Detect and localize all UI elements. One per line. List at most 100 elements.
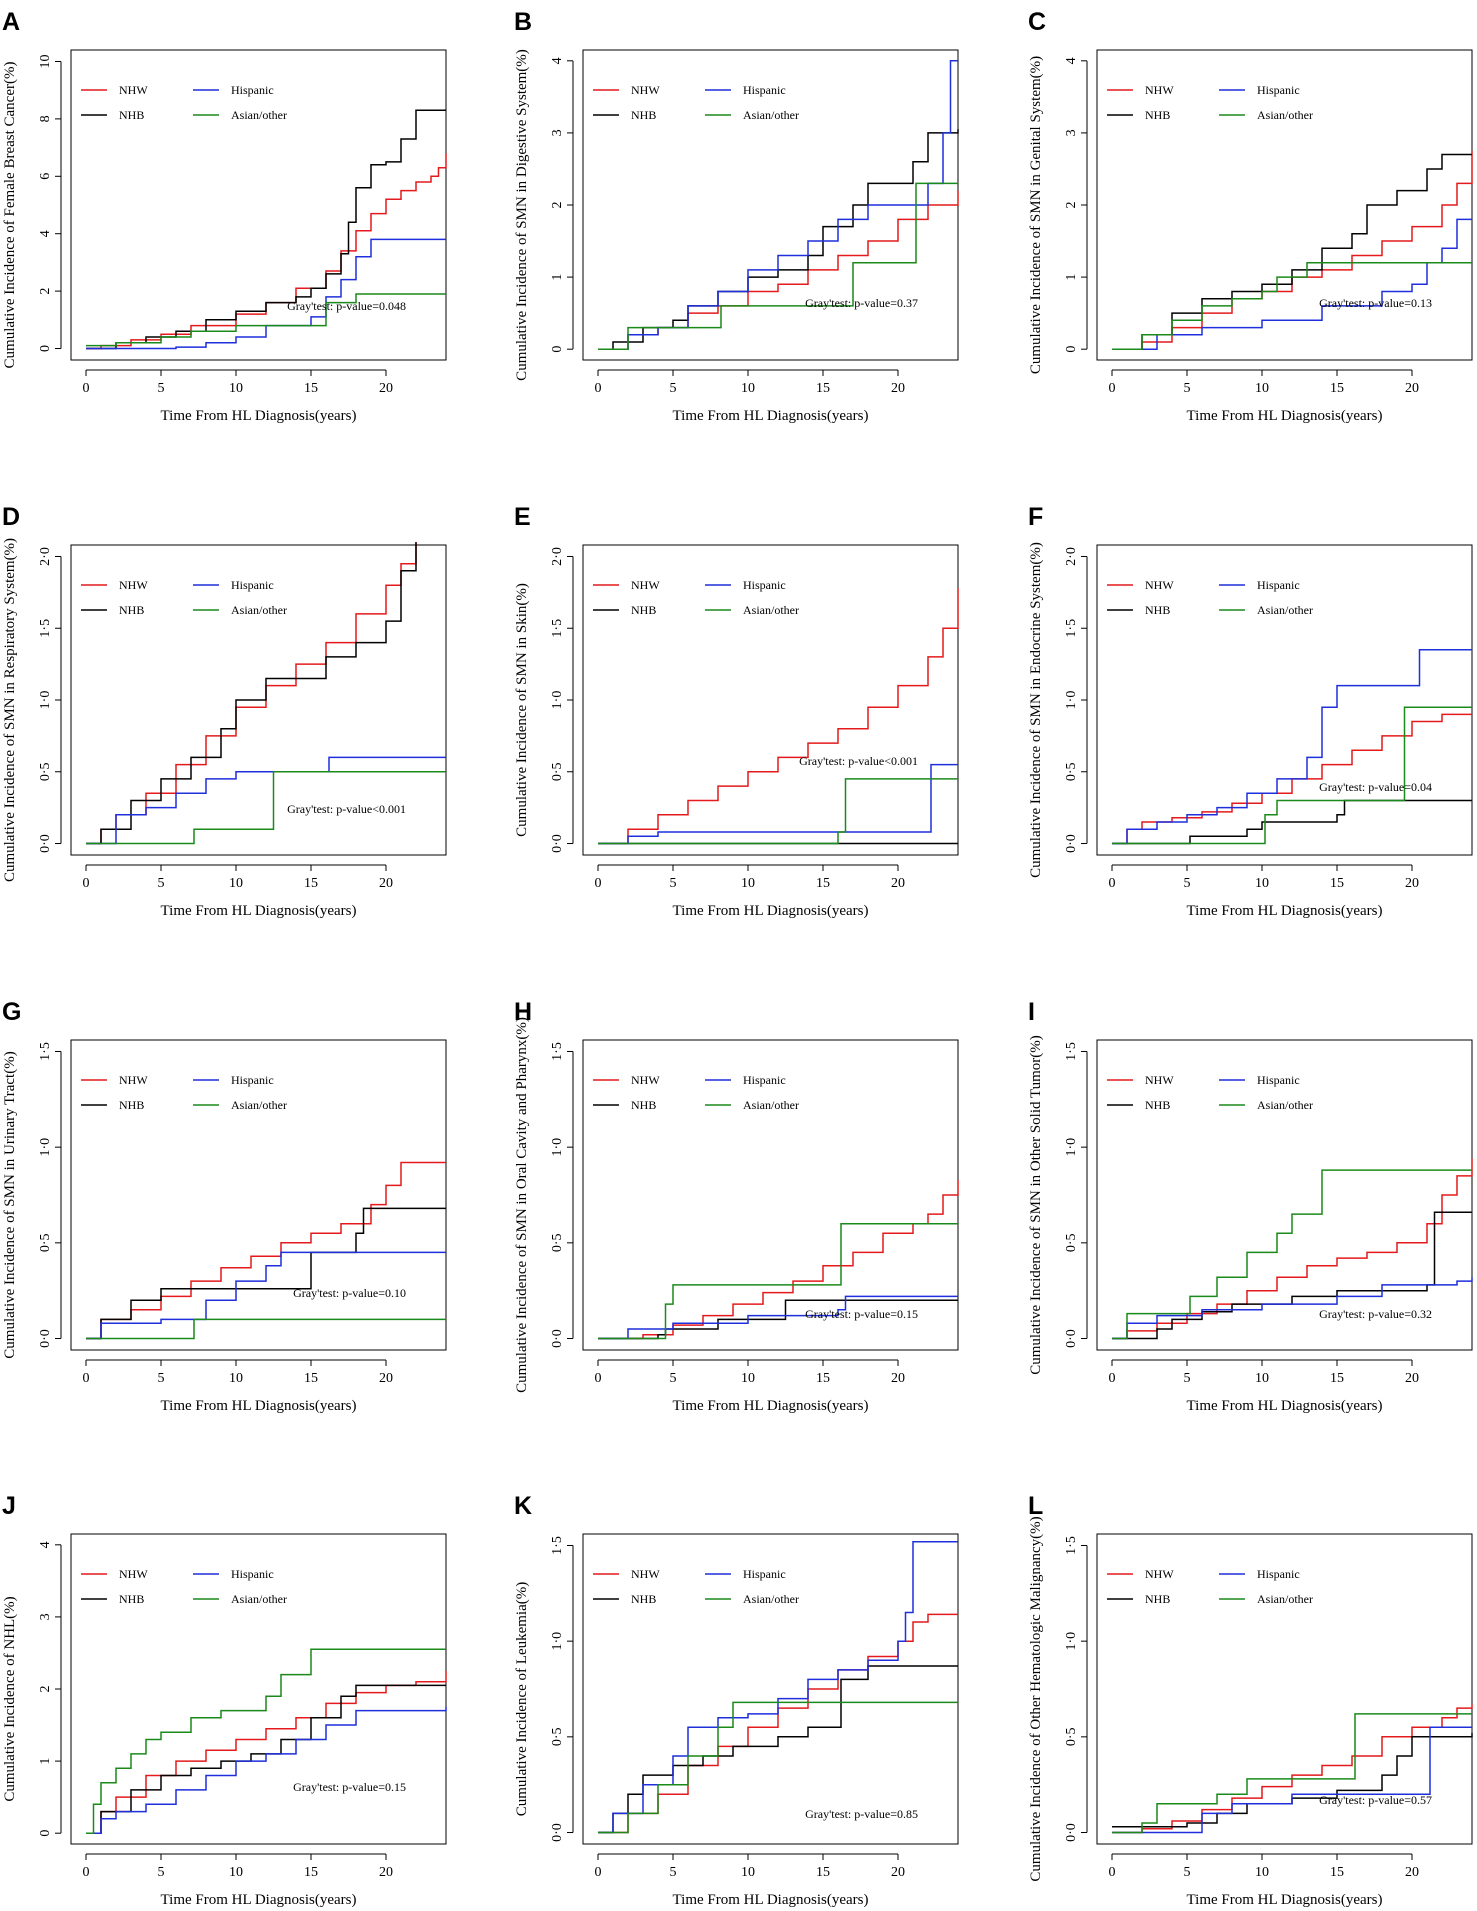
series-line-nhb (1112, 1733, 1473, 1828)
series-line-nhw (598, 588, 959, 845)
legend-label: NHB (119, 1592, 144, 1606)
x-tick-label: 10 (1255, 876, 1269, 891)
series-line-hispanic (1112, 218, 1472, 350)
x-tick-label: 0 (1109, 876, 1116, 891)
legend-label: NHB (1145, 1592, 1170, 1606)
legend-item-asian-other: Asian/other (1219, 603, 1313, 617)
x-tick-label: 0 (595, 381, 602, 396)
x-tick-label: 15 (816, 876, 830, 891)
plot-frame (70, 544, 447, 856)
series-line-asian-other (1112, 1169, 1472, 1340)
legend-label: Hispanic (1257, 1567, 1300, 1581)
plot-frame (70, 49, 447, 361)
legend-label: NHB (631, 108, 656, 122)
y-tick-label: 0·0 (1064, 834, 1079, 853)
legend-item-nhw: NHW (81, 83, 148, 97)
x-tick-label: 0 (1109, 1865, 1116, 1880)
panel-k: K 0 5 10 15 20 0·0 0·5 1·0 1·5 Time From HL Diagno… (514, 1492, 959, 1908)
x-tick-label: 20 (1405, 876, 1419, 891)
x-tick-label: 15 (304, 876, 318, 891)
gray-test-annotation: Gray'test: p-value=0.15 (293, 1780, 406, 1794)
y-axis-title: Cumulative Incidence of NHL(%) (2, 1596, 18, 1801)
legend-label: Asian/other (231, 603, 287, 617)
x-tick-label: 0 (83, 1371, 90, 1386)
legend-label: Asian/other (231, 108, 287, 122)
plot-frame (582, 1533, 959, 1845)
x-tick-label: 0 (595, 876, 602, 891)
x-tick-label: 5 (158, 381, 165, 396)
legend-label: Asian/other (1257, 1592, 1313, 1606)
x-tick-label: 10 (741, 876, 755, 891)
legend-label: Hispanic (1257, 578, 1300, 592)
y-axis-title: Cumulative Incidence of SMN in Skin(%) (514, 583, 530, 837)
y-tick-label: 4 (1064, 57, 1079, 64)
y-tick-label: 3 (550, 129, 565, 136)
x-axis-title: Time From HL Diagnosis(years) (1187, 1398, 1383, 1414)
legend-label: Hispanic (1257, 83, 1300, 97)
gray-test-annotation: Gray'test: p-value=0.32 (1319, 1307, 1432, 1321)
series-line-asian-other (598, 182, 958, 350)
legend-item-nhb: NHB (593, 1098, 656, 1112)
x-tick-label: 5 (670, 876, 677, 891)
panel-letter-l: L (1028, 1492, 1043, 1520)
panel-b: B 0 5 10 15 20 0 1 2 3 4 Time From HL Diagnosis(yea… (514, 8, 959, 424)
legend-item-asian-other: Asian/other (1219, 1592, 1313, 1606)
plot-frame (1096, 49, 1473, 361)
series-line-hispanic (598, 763, 958, 845)
series-line-hispanic (598, 1540, 958, 1834)
gray-test-annotation: Gray'test: p-value=0.048 (287, 299, 406, 313)
legend-item-nhw: NHW (81, 578, 148, 592)
panel-letter-j: J (2, 1492, 16, 1520)
x-axis-title: Time From HL Diagnosis(years) (1187, 903, 1383, 919)
y-tick-label: 2·0 (38, 547, 53, 566)
legend-label: Hispanic (1257, 1073, 1300, 1087)
series-line-nhb (86, 1207, 446, 1340)
series-line-asian-other (86, 1648, 446, 1834)
y-axis-title: Cumulative Incidence of SMN in Urinary T… (2, 1051, 18, 1358)
panel-letter-b: B (514, 8, 532, 36)
legend-label: Hispanic (231, 83, 274, 97)
y-tick-label: 2 (550, 202, 565, 209)
y-axis-title: Cumulative Incidence of Female Breast Ca… (2, 62, 18, 369)
x-tick-label: 10 (1255, 1865, 1269, 1880)
legend-item-nhb: NHB (81, 1592, 144, 1606)
x-tick-label: 10 (229, 1371, 243, 1386)
panel-letter-k: K (514, 1492, 532, 1520)
x-tick-label: 5 (670, 1865, 677, 1880)
y-tick-label: 1·5 (550, 619, 565, 638)
y-tick-label: 1·5 (1064, 1042, 1079, 1061)
legend-item-asian-other: Asian/other (193, 1592, 287, 1606)
legend-item-hispanic: Hispanic (1219, 578, 1300, 592)
x-tick-label: 5 (1184, 381, 1191, 396)
x-tick-label: 5 (670, 1371, 677, 1386)
x-tick-label: 15 (1330, 876, 1344, 891)
legend-item-asian-other: Asian/other (193, 1098, 287, 1112)
x-tick-label: 10 (1255, 1371, 1269, 1386)
gray-test-annotation: Gray'test: p-value=0.57 (1319, 1793, 1432, 1807)
y-tick-label: 0·0 (1064, 1329, 1079, 1348)
series-line-hispanic (1112, 1726, 1472, 1834)
series-line-asian-other (86, 293, 446, 347)
y-tick-label: 0·0 (38, 834, 53, 853)
series-line-asian-other (598, 1701, 958, 1834)
legend-item-hispanic: Hispanic (705, 1567, 786, 1581)
y-tick-label: 0 (38, 1830, 53, 1837)
x-axis-title: Time From HL Diagnosis(years) (673, 1398, 869, 1414)
panel-e: E 0 5 10 15 20 0·0 0·5 1·0 1·5 2·0 Time From HL Dia… (514, 503, 959, 919)
x-tick-label: 0 (1109, 1371, 1116, 1386)
x-tick-label: 5 (158, 876, 165, 891)
plot-frame (70, 1533, 447, 1845)
x-tick-label: 15 (1330, 381, 1344, 396)
y-tick-label: 0·5 (550, 762, 565, 781)
legend-label: Asian/other (231, 1098, 287, 1112)
legend-item-nhw: NHW (593, 578, 660, 592)
x-axis-title: Time From HL Diagnosis(years) (673, 408, 869, 424)
x-tick-label: 20 (1405, 1865, 1419, 1880)
x-tick-label: 10 (229, 1865, 243, 1880)
legend-label: NHW (631, 1567, 660, 1581)
plot-frame (1096, 1533, 1473, 1845)
series-line-hispanic (598, 1295, 958, 1340)
panel-j: J 0 5 10 15 20 0 1 2 3 4 Time From HL Diagnosis(yea… (2, 1492, 447, 1908)
legend-label: Hispanic (743, 578, 786, 592)
